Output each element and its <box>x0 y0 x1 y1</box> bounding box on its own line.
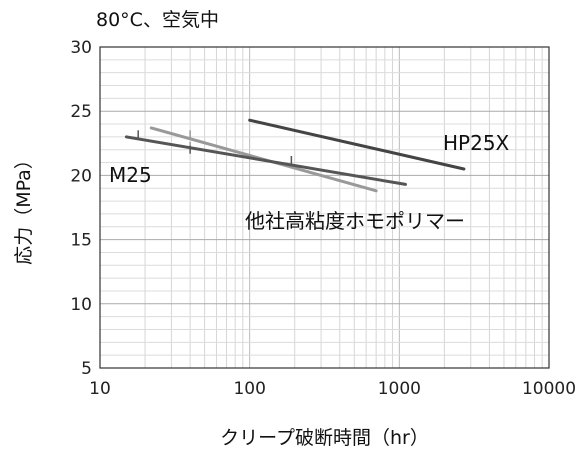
grid <box>100 47 549 368</box>
x-tick-labels: 10 100 1000 10000 <box>89 379 576 399</box>
y-tick-label: 10 <box>70 295 92 315</box>
y-tick-label: 30 <box>70 38 92 58</box>
series-line <box>248 118 466 171</box>
series-label-m25: M25 <box>109 163 152 187</box>
chart-title: 80°C、空気中 <box>96 9 219 31</box>
y-tick-label: 5 <box>81 359 92 379</box>
y-tick-labels: 5 10 15 20 25 30 <box>70 38 92 379</box>
series-label-other-homopolymer: 他社高粘度ホモポリマー <box>245 209 465 233</box>
x-tick-label: 10000 <box>522 379 576 399</box>
plot-frame <box>99 46 550 369</box>
x-tick-label: 1000 <box>378 379 421 399</box>
y-axis-label: 応力（MPa） <box>13 150 35 265</box>
y-tick-label: 20 <box>70 166 92 186</box>
x-tick-label: 100 <box>233 379 265 399</box>
x-axis-label: クリープ破断時間（hr） <box>220 427 429 449</box>
series-line <box>124 135 408 186</box>
series-label-hp25x: HP25X <box>443 131 510 155</box>
y-tick-label: 25 <box>70 102 92 122</box>
y-tick-label: 15 <box>70 231 92 251</box>
x-tick-label: 10 <box>89 379 111 399</box>
series-layer <box>124 118 466 193</box>
series-labels: HP25X M25 他社高粘度ホモポリマー <box>109 131 510 233</box>
